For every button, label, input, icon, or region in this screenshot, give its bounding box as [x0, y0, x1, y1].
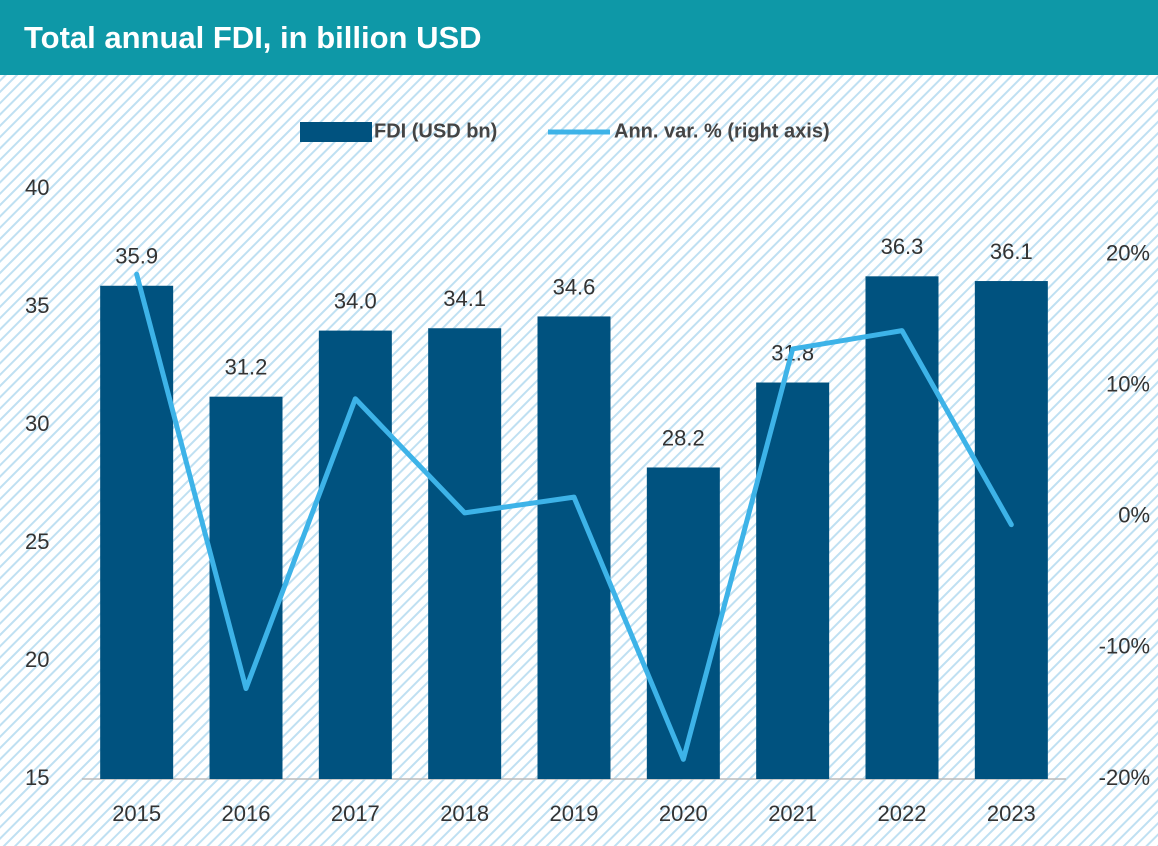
x-tick-label: 2016	[222, 801, 271, 826]
bar	[974, 281, 1048, 779]
y-tick-label: 30	[25, 411, 49, 436]
y2-tick-label: 0%	[1118, 503, 1150, 528]
data-label: 34.1	[443, 286, 486, 311]
bar	[428, 328, 502, 779]
bar	[865, 276, 939, 779]
data-label: 36.3	[881, 234, 924, 259]
data-label: 34.0	[334, 288, 377, 313]
x-tick-label: 2015	[112, 801, 161, 826]
y2-tick-label: 20%	[1106, 240, 1150, 265]
y-tick-label: 40	[25, 175, 49, 200]
title-bar	[0, 0, 1158, 75]
data-label: 36.1	[990, 239, 1033, 264]
x-tick-label: 2018	[440, 801, 489, 826]
data-label: 28.2	[662, 425, 705, 450]
y-tick-label: 25	[25, 529, 49, 554]
x-tick-label: 2022	[878, 801, 927, 826]
legend-swatch	[300, 122, 372, 142]
line	[134, 271, 1014, 762]
y-tick-label: 15	[25, 765, 49, 790]
x-tick-label: 2023	[987, 801, 1036, 826]
legend-label: FDI (USD bn)	[374, 120, 497, 142]
data-label: 35.9	[115, 244, 158, 269]
legend-label: Ann. var. % (right axis)	[614, 120, 830, 142]
y2-tick-label: 10%	[1106, 371, 1150, 396]
y2-tick-label: -20%	[1099, 765, 1150, 790]
x-tick-label: 2019	[550, 801, 599, 826]
data-label: 31.2	[225, 354, 268, 379]
y-tick-label: 35	[25, 293, 49, 318]
x-tick-label: 2020	[659, 801, 708, 826]
y-tick-label: 20	[25, 647, 49, 672]
bar	[100, 285, 174, 779]
x-tick-label: 2017	[331, 801, 380, 826]
bar	[537, 316, 611, 779]
bar	[646, 467, 720, 779]
chart-title: Total annual FDI, in billion USD	[24, 20, 482, 55]
x-tick-label: 2021	[768, 801, 817, 826]
data-label: 34.6	[553, 274, 596, 299]
y2-tick-label: -10%	[1099, 634, 1150, 659]
